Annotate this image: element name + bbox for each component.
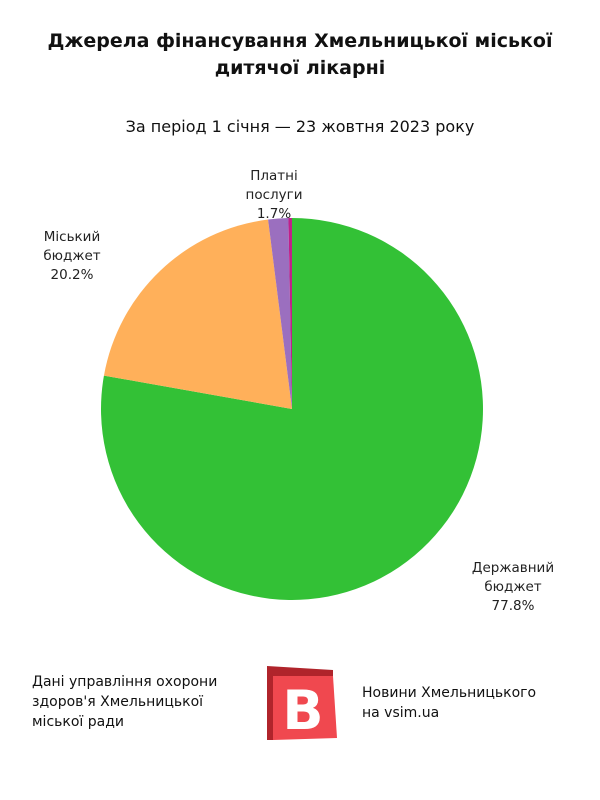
chart-subtitle: За період 1 січня — 23 жовтня 2023 року: [125, 117, 475, 136]
slice-label-text: Міський: [44, 229, 100, 245]
pie-slice: [268, 218, 292, 409]
pie-slice: [288, 218, 292, 409]
chart-title-line-1: Джерела фінансування Хмельницької місько…: [47, 30, 553, 52]
pie-slice: [103, 219, 292, 409]
slice-label-text: Платні: [250, 168, 298, 184]
logo-main-shape: [273, 676, 337, 740]
vsim-logo: B: [267, 666, 337, 742]
slice-label-text: послуги: [246, 187, 303, 203]
news-site-credit: Новини Хмельницького на vsim.ua: [362, 683, 587, 723]
logo-shadow-shape: [267, 666, 333, 740]
slice-label-text: бюджет: [484, 579, 541, 595]
data-source-note: Дані управління охорони здоров'я Хмельни…: [32, 672, 257, 732]
slice-label-text: Державний: [472, 560, 554, 576]
source-line-3: міської ради: [32, 714, 125, 730]
slice-label-text: бюджет: [43, 248, 100, 264]
slice-value-label: 1.7%: [257, 206, 291, 222]
source-line-2: здоров'я Хмельницької: [32, 694, 204, 710]
pie-labels: Державний бюджет 77.8% Міський бюджет 20.2% Пл…: [43, 168, 554, 614]
news-line-2: на vsim.ua: [362, 705, 440, 721]
pie-slices: [100, 218, 483, 600]
news-line-1: Новини Хмельницького: [362, 685, 537, 701]
logo-letter: B: [282, 679, 323, 742]
source-line-1: Дані управління охорони: [32, 674, 218, 690]
slice-value-label: 20.2%: [51, 267, 94, 283]
chart-title: Джерела фінансування Хмельницької місько…: [0, 28, 600, 82]
chart-title-line-2: дитячої лікарні: [214, 57, 386, 79]
slice-value-label: 77.8%: [492, 598, 535, 614]
